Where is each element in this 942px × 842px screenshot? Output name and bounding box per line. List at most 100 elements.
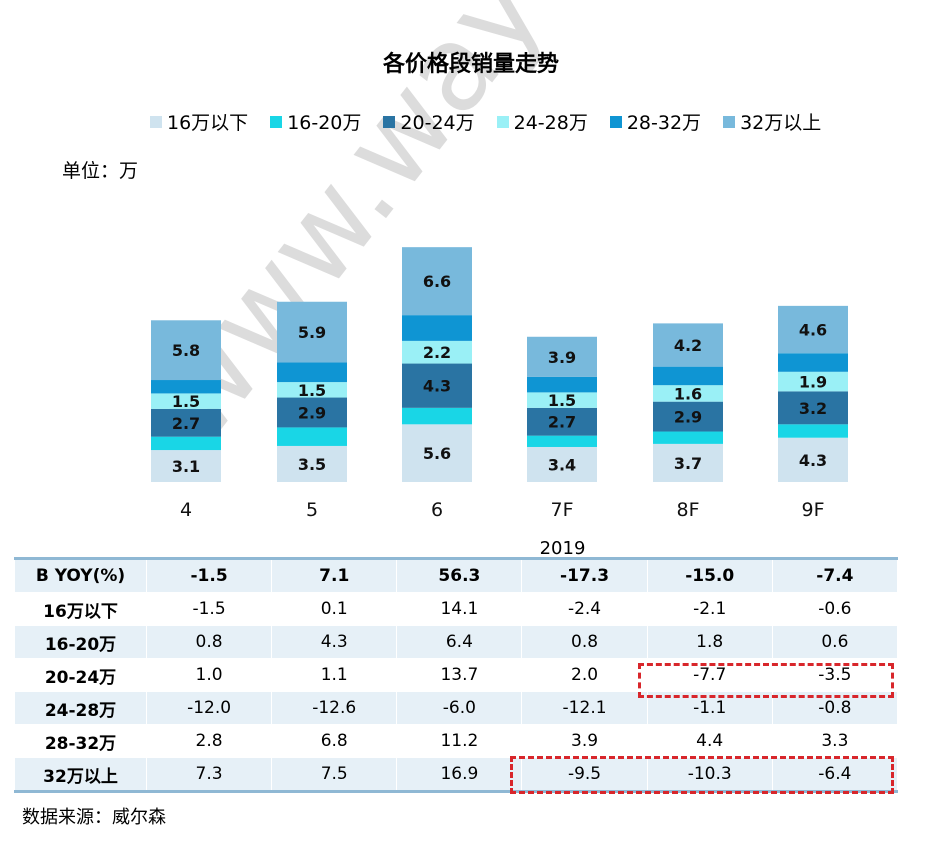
table-cell: -12.0 — [145, 691, 273, 725]
table-cell: -15.0 — [646, 557, 773, 593]
legend-item: 28-32万 — [609, 108, 702, 135]
bar-segment — [151, 450, 221, 482]
legend-swatch — [383, 115, 396, 128]
data-label: 2.2 — [423, 343, 451, 362]
legend-label: 20-24万 — [400, 112, 475, 134]
table-cell: -12.6 — [271, 691, 398, 725]
table-row: 16万以下 -1.5 0.1 14.1 -2.4 -2.1 -0.6 — [14, 592, 899, 626]
table-cell: 2.0 — [521, 658, 648, 692]
table-cell: 0.1 — [271, 592, 398, 626]
bar-segment — [402, 363, 472, 408]
legend-swatch — [723, 115, 736, 128]
table-cell: 1.0 — [145, 658, 273, 692]
legend-item: 24-28万 — [496, 108, 588, 135]
table-cell: -9.5 — [521, 757, 648, 793]
table-cell: 11.2 — [396, 724, 523, 758]
table-row: 28-32万 2.8 6.8 11.2 3.9 4.4 3.3 — [14, 724, 899, 758]
data-label: 1.9 — [799, 373, 827, 392]
data-label: 1.5 — [172, 392, 200, 411]
table-cell: 6.8 — [271, 724, 398, 758]
table-cell: -17.3 — [521, 557, 648, 593]
table-cell: 3.9 — [521, 724, 648, 758]
table-row: B YOY(%) -1.5 7.1 56.3 -17.3 -15.0 -7.4 — [14, 557, 899, 593]
row-label: 16万以下 — [14, 592, 147, 626]
bar-segment — [402, 407, 472, 425]
bar-segment — [277, 301, 347, 363]
data-label: 3.1 — [172, 457, 200, 476]
legend-swatch — [609, 115, 622, 128]
data-label: 2.7 — [548, 413, 576, 432]
bar-segment — [527, 336, 597, 377]
table-cell: 2.8 — [145, 724, 273, 758]
bar-segment — [151, 320, 221, 381]
bar-segment — [653, 366, 723, 386]
data-label: 3.7 — [674, 454, 702, 473]
data-label: 4.3 — [799, 451, 827, 470]
row-label: 32万以上 — [14, 757, 147, 793]
x-tick-label: 5 — [306, 499, 318, 521]
bar-segment — [277, 445, 347, 482]
bar-segment — [277, 427, 347, 446]
stacked-bar-chart: 3.1 2.7 1.5 5.8 4 3.5 2.9 1.5 5.9 5 5.6 4.3 2.2 6.6 6 3… — [151, 247, 848, 521]
bar-segment — [527, 376, 597, 393]
table-cell: 3.3 — [771, 724, 899, 758]
data-label: 3.5 — [298, 455, 326, 474]
bar-segment — [402, 340, 472, 364]
table-cell: 0.8 — [145, 625, 273, 659]
x-tick-label: 8F — [676, 499, 699, 521]
bar-segment — [402, 424, 472, 482]
legend-swatch — [150, 115, 162, 128]
bar-segment — [527, 392, 597, 408]
table-cell: -0.6 — [771, 592, 899, 626]
data-source: 数据来源：威尔森 — [22, 807, 166, 828]
table-cell: 16.9 — [396, 757, 523, 793]
data-label: 3.2 — [799, 399, 827, 418]
data-label: 1.6 — [674, 384, 702, 403]
data-label: 4.2 — [674, 336, 702, 355]
legend-item: 20-24万 — [383, 108, 475, 135]
data-label: 4.6 — [799, 321, 827, 340]
bar-segment — [653, 323, 723, 367]
table-cell: 0.6 — [771, 625, 899, 659]
data-label: 1.5 — [548, 391, 576, 410]
table-cell: 0.8 — [521, 625, 648, 659]
legend-label: 28-32万 — [626, 112, 702, 134]
bar-segment — [778, 305, 848, 354]
chart-title: 各价格段销量走势 — [382, 52, 559, 77]
legend-label: 16万以下 — [167, 112, 249, 134]
table-cell: 14.1 — [396, 592, 523, 626]
bar-segment — [653, 431, 723, 444]
data-label: 1.5 — [298, 381, 326, 400]
bar-segment — [778, 371, 848, 392]
bar-segment — [277, 362, 347, 383]
data-label: 5.8 — [172, 341, 200, 360]
table-row: 20-24万 1.0 1.1 13.7 2.0 -7.7 -3.5 — [14, 658, 899, 692]
row-label: 24-28万 — [14, 691, 147, 725]
table-cell: 1.1 — [271, 658, 398, 692]
table-row: 32万以上 7.3 7.5 16.9 -9.5 -10.3 -6.4 — [14, 757, 899, 793]
x-tick-label: 4 — [180, 499, 192, 521]
bar-segment — [527, 435, 597, 447]
bar-segment — [653, 401, 723, 432]
legend-item: 16-20万 — [270, 108, 361, 135]
table-cell: -2.1 — [646, 592, 773, 626]
data-label: 2.9 — [674, 408, 702, 427]
unit-label: 单位：万 — [62, 160, 139, 182]
table-row: 16-20万 0.8 4.3 6.4 0.8 1.8 0.6 — [14, 625, 899, 659]
chart-legend: 16万以下 16-20万 20-24万 24-28万 28-32万 32万以上 — [150, 108, 843, 135]
table-cell: 4.4 — [646, 724, 773, 758]
data-label: 4.3 — [423, 377, 451, 396]
table-cell: -1.5 — [145, 592, 273, 626]
table-cell: 7.5 — [271, 757, 398, 793]
bar-segment — [151, 380, 221, 394]
x-tick-label: 6 — [431, 499, 443, 521]
bar-segment — [778, 391, 848, 425]
table-cell: -1.5 — [145, 557, 273, 593]
bar-segment — [778, 353, 848, 372]
bar-segment — [527, 446, 597, 482]
data-label: 5.6 — [423, 444, 451, 463]
table-cell: 56.3 — [396, 557, 523, 593]
legend-label: 16-20万 — [287, 112, 362, 134]
bar-segment — [653, 443, 723, 482]
row-label: 28-32万 — [14, 724, 147, 758]
